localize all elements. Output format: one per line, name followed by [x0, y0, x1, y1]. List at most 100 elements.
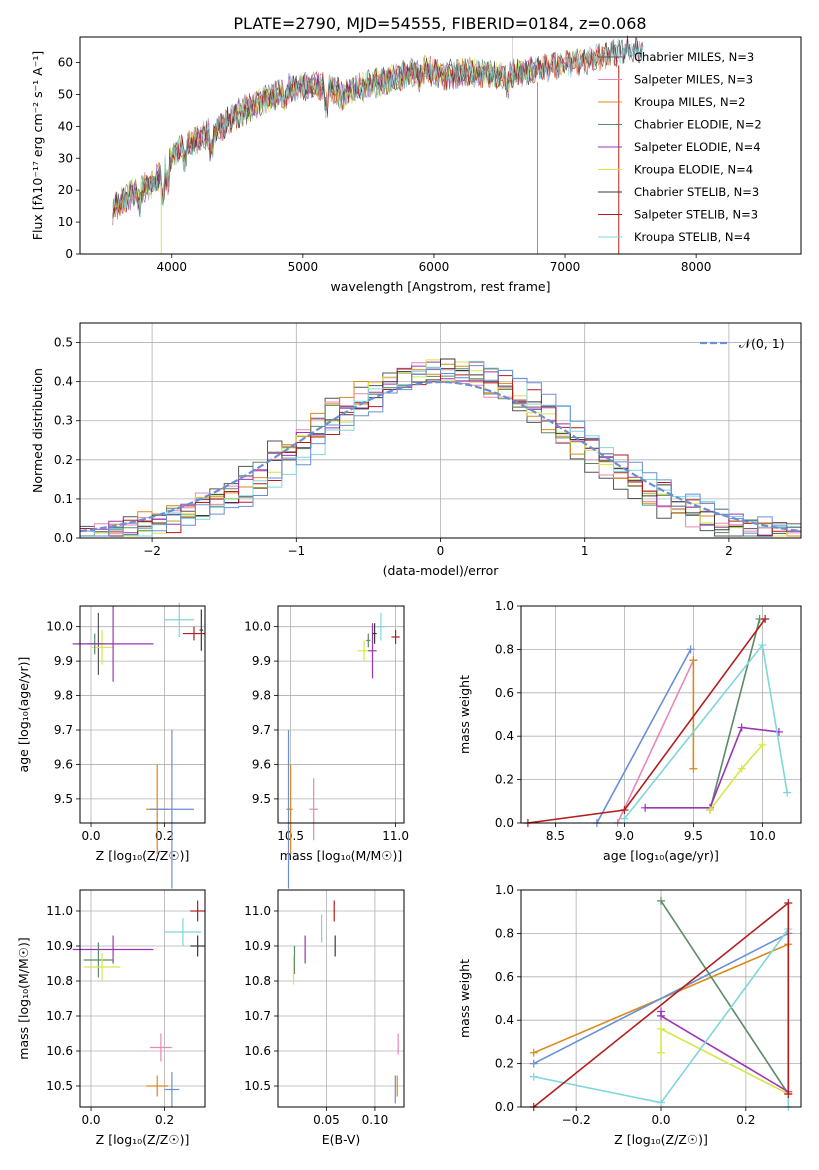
panel-mass-vs-ebv: 0.05 0.10 10.5 10.6 10.7 10.8 10.9 11.0 E(B-V) — [244, 889, 405, 1147]
y-tick-label: 10.7 — [46, 1009, 73, 1023]
x-tick-label: 0.2 — [736, 1113, 755, 1127]
axes-frame — [79, 605, 206, 824]
x-tick-label: 9.0 — [615, 829, 634, 843]
normal-curve — [79, 380, 802, 533]
weight-marker — [737, 723, 746, 732]
y-tick-label: 9.8 — [252, 689, 271, 703]
panel-residuals: −2 −1 0 1 2 0.0 0.1 0.2 0.3 0.4 0.5 (data-model)/er… — [30, 322, 802, 578]
y-tick-label: 10 — [58, 215, 73, 229]
y-tick-label: 10.9 — [244, 939, 271, 953]
x-axis-label: E(B-V) — [322, 1132, 361, 1147]
data-point — [164, 918, 202, 946]
y-tick-label: 9.9 — [54, 654, 73, 668]
y-tick-label: 10.0 — [46, 620, 73, 634]
y-tick-label: 9.6 — [54, 757, 73, 771]
legend-label: 𝒩(0, 1) — [739, 336, 785, 351]
panel-spectrum: 4000 5000 6000 7000 8000 0 10 20 30 40 50 60 wavelen… — [30, 35, 802, 294]
plot-area-mass-vs-Z — [72, 900, 205, 1107]
figure-title: PLATE=2790, MJD=54555, FIBERID=0184, z=0… — [233, 14, 646, 33]
y-tick-label: 60 — [58, 56, 73, 70]
x-tick-label: 0.10 — [362, 1113, 389, 1127]
weight-series — [660, 1011, 789, 1093]
weight-marker — [529, 1059, 538, 1068]
y-tick-label: 10.6 — [46, 1044, 73, 1058]
data-point — [288, 764, 293, 854]
data-point — [72, 606, 154, 682]
y-tick-label: 0.2 — [495, 773, 514, 787]
y-tick-label: 20 — [58, 183, 73, 197]
y-tick-label: 0.6 — [495, 686, 514, 700]
data-point — [83, 953, 121, 981]
weight-marker — [689, 656, 698, 665]
legend-label: Kroupa STELIB, N=4 — [634, 230, 751, 244]
y-tick-label: 50 — [58, 87, 73, 101]
axes-frame — [79, 36, 802, 255]
weight-marker — [784, 899, 793, 908]
weight-marker — [784, 1089, 793, 1098]
y-tick-label: 11.0 — [46, 904, 73, 918]
y-axis-label: Normed distribution — [30, 368, 45, 493]
y-tick-label: 10.6 — [244, 1044, 271, 1058]
weight-marker — [761, 615, 770, 624]
y-tick-label: 9.5 — [54, 792, 73, 806]
x-tick-label: −0.2 — [562, 1113, 591, 1127]
plot-area-weight-vs-age — [523, 615, 792, 827]
weight-marker — [657, 1098, 665, 1107]
y-axis-label: mass [log₁₀(M/M☉)] — [16, 937, 31, 1059]
data-point — [182, 626, 205, 641]
legend: Chabrier MILES, N=3 Salpeter MILES, N=3 Kr… — [598, 50, 762, 244]
x-tick-label: 9.5 — [684, 829, 703, 843]
data-point — [391, 630, 400, 644]
weight-marker — [529, 1048, 538, 1057]
weight-marker — [758, 740, 767, 749]
y-tick-label: 0.4 — [495, 729, 514, 743]
weight-marker — [641, 803, 650, 812]
axes-frame — [277, 605, 405, 824]
y-tick-label: 9.9 — [252, 654, 271, 668]
y-tick-label: 0.8 — [495, 642, 514, 656]
legend-label: Salpeter STELIB, N=3 — [634, 208, 758, 222]
plot-area-spectrum — [112, 35, 644, 254]
data-point — [190, 900, 205, 922]
y-tick-label: 0.6 — [495, 970, 514, 984]
panel-age-vs-Z: 0.0 0.2 9.5 9.6 9.7 9.8 9.9 10.0 Z [log₁₀(Z/Z☉)]… — [16, 602, 206, 889]
x-axis-label: Z [log₁₀(Z/Z☉)] — [614, 1132, 708, 1147]
panel-weight-vs-age: 8.5 9.0 9.5 10.0 0.0 0.2 0.4 0.6 0.8 1.0 age [log₁… — [457, 599, 802, 863]
y-tick-label: 0.0 — [495, 816, 514, 830]
plot-area-mass-vs-ebv — [292, 900, 399, 1104]
data-point — [83, 942, 114, 978]
y-tick-label: 0.5 — [54, 336, 73, 350]
x-tick-label: 0.2 — [155, 829, 174, 843]
y-tick-label: 10.0 — [244, 620, 271, 634]
weight-marker — [783, 788, 792, 797]
axes-frame — [79, 322, 802, 539]
weight-series — [660, 1027, 789, 1095]
panel-mass-vs-Z: 0.0 0.2 10.5 10.6 10.7 10.8 10.9 11.0 Z [log₁₀(Z… — [16, 889, 206, 1147]
y-tick-label: 0 — [65, 247, 73, 261]
y-tick-label: 9.7 — [252, 723, 271, 737]
data-point — [164, 602, 194, 637]
weight-series — [533, 932, 789, 1065]
histogram-series — [80, 365, 801, 537]
data-point — [72, 935, 154, 964]
y-tick-label: 9.8 — [54, 689, 73, 703]
y-tick-label: 9.7 — [54, 723, 73, 737]
x-tick-label: −1 — [287, 544, 305, 558]
y-tick-label: 40 — [58, 119, 73, 133]
weight-marker — [689, 764, 698, 773]
legend-label: Chabrier STELIB, N=3 — [634, 185, 759, 199]
x-tick-label: 0.2 — [155, 1113, 174, 1127]
y-tick-label: 9.6 — [252, 757, 271, 771]
data-point — [190, 935, 205, 957]
x-axis-label: age [log₁₀(age/yr)] — [603, 848, 719, 863]
x-tick-label: 7000 — [550, 260, 581, 274]
x-axis-label: Z [log₁₀(Z/Z☉)] — [96, 848, 190, 863]
y-axis-label: age [log₁₀(age/yr)] — [16, 657, 31, 773]
x-tick-label: 0 — [437, 544, 445, 558]
x-axis-label: mass [log₁₀(M/M☉)] — [280, 848, 402, 863]
axes-frame — [520, 605, 802, 824]
plot-area-residuals — [79, 358, 802, 537]
data-point — [376, 612, 386, 641]
y-axis-label: Flux [fλ10⁻¹⁷ erg cm⁻² s⁻¹ A⁻¹] — [30, 51, 45, 240]
x-tick-label: −2 — [143, 544, 161, 558]
